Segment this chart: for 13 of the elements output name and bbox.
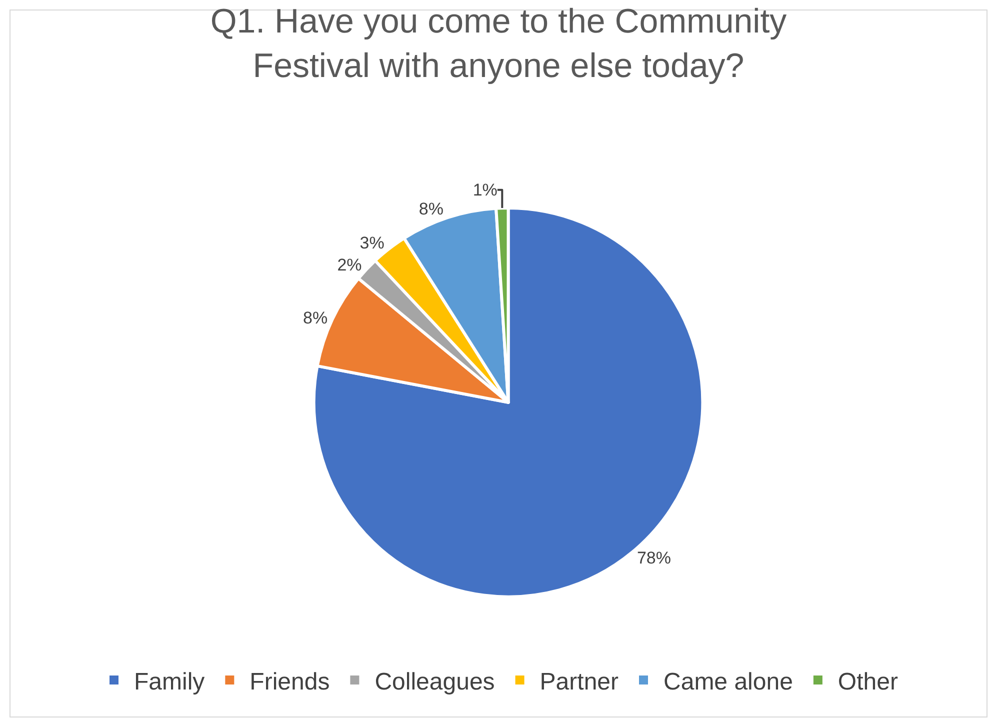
data-label: 3% xyxy=(360,233,384,252)
legend-label: Came alone xyxy=(664,668,793,696)
legend-label: Colleagues xyxy=(374,668,495,696)
data-label: 1% xyxy=(472,180,498,200)
data-label: 2% xyxy=(337,255,362,274)
legend-label: Friends xyxy=(250,668,330,696)
data-label: 78% xyxy=(636,548,671,568)
legend-label: Other xyxy=(838,668,898,696)
data-label: 8% xyxy=(303,308,328,328)
chart-title: Q1. Have you come to the Community Festival with anyone else today? xyxy=(210,2,787,85)
legend-label: Family xyxy=(134,668,205,696)
data-label: 8% xyxy=(418,199,444,218)
legend-label: Partner xyxy=(540,668,619,696)
